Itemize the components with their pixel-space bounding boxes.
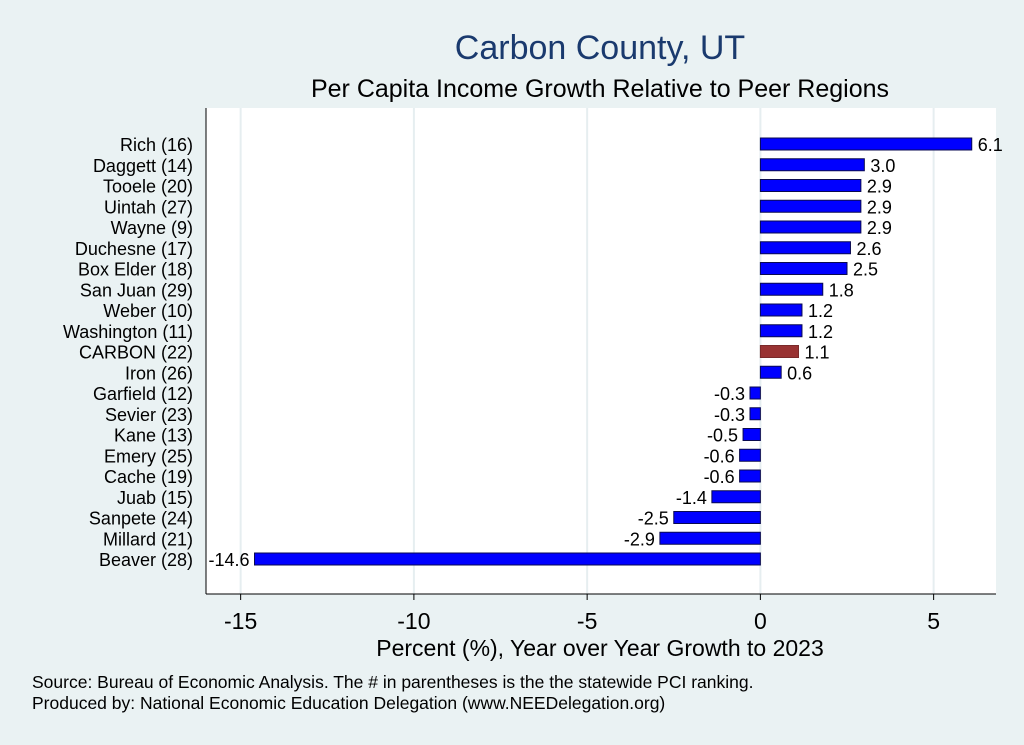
x-tick-label: -10 xyxy=(397,608,430,634)
bar xyxy=(759,241,851,255)
category-label: Sevier (23) xyxy=(105,405,193,425)
category-label: Beaver (28) xyxy=(99,550,193,570)
category-label: Daggett (14) xyxy=(93,156,193,176)
bar xyxy=(739,448,761,462)
category-label: Emery (25) xyxy=(104,446,193,466)
category-label: Sanpete (24) xyxy=(89,509,193,529)
bar xyxy=(673,511,761,524)
value-label: 6.1 xyxy=(978,135,1003,155)
bar xyxy=(254,552,761,566)
value-label: -14.6 xyxy=(208,550,249,570)
value-label: 2.6 xyxy=(856,239,881,259)
category-label: Rich (16) xyxy=(120,135,193,155)
bar xyxy=(759,303,803,317)
bar xyxy=(659,531,761,545)
x-tick-label: -15 xyxy=(224,608,257,634)
category-label: Iron (26) xyxy=(125,363,193,383)
value-label: 1.1 xyxy=(805,343,830,363)
bar xyxy=(759,324,803,338)
x-tick-label: 5 xyxy=(927,608,940,634)
chart-svg: Carbon County, UT Per Capita Income Growt… xyxy=(63,29,1003,661)
category-label: Tooele (20) xyxy=(103,177,193,197)
category-label: Uintah (27) xyxy=(104,197,193,217)
bar xyxy=(711,490,761,504)
value-label: 3.0 xyxy=(870,156,895,176)
chart-subtitle: Per Capita Income Growth Relative to Pee… xyxy=(311,75,889,103)
category-label: Juab (15) xyxy=(117,488,193,508)
source-note: Source: Bureau of Economic Analysis. The… xyxy=(32,672,754,692)
category-label: Wayne (9) xyxy=(111,218,193,238)
value-label: -0.3 xyxy=(714,405,745,425)
value-label: 2.5 xyxy=(853,260,878,280)
category-label: San Juan (29) xyxy=(80,280,193,300)
value-label: -2.5 xyxy=(638,509,669,529)
value-label: 1.2 xyxy=(808,301,833,321)
bar xyxy=(759,282,824,296)
category-label: Duchesne (17) xyxy=(75,239,193,259)
bar xyxy=(742,428,761,441)
x-axis-title: Percent (%), Year over Year Growth to 20… xyxy=(376,635,824,661)
value-label: 2.9 xyxy=(867,197,892,217)
category-label: Cache (19) xyxy=(104,467,193,487)
bar xyxy=(739,469,761,483)
bar xyxy=(759,365,782,379)
x-tick-label: 0 xyxy=(754,608,767,634)
bar xyxy=(759,179,862,192)
category-label: Washington (11) xyxy=(63,322,193,342)
value-label: 1.2 xyxy=(808,322,833,342)
bar xyxy=(759,199,862,213)
value-label: 1.8 xyxy=(829,280,854,300)
category-label: Kane (13) xyxy=(114,426,193,446)
value-label: -0.5 xyxy=(707,426,738,446)
bar xyxy=(749,407,761,421)
chart-footer: Source: Bureau of Economic Analysis. The… xyxy=(32,672,753,714)
chart-title: Carbon County, UT xyxy=(455,29,745,67)
bar xyxy=(759,137,973,151)
bar xyxy=(759,345,800,358)
category-label: Box Elder (18) xyxy=(78,260,193,280)
category-label: Millard (21) xyxy=(103,529,193,549)
value-label: 2.9 xyxy=(867,218,892,238)
bar xyxy=(749,386,761,400)
value-label: -0.3 xyxy=(714,384,745,404)
category-label: Weber (10) xyxy=(103,301,193,321)
value-label: -0.6 xyxy=(704,467,735,487)
value-label: 0.6 xyxy=(787,363,812,383)
value-label: -1.4 xyxy=(676,488,707,508)
bar xyxy=(759,158,865,172)
x-tick-label: -5 xyxy=(577,608,597,634)
produced-by-note: Produced by: National Economic Education… xyxy=(32,693,666,713)
category-label: Garfield (12) xyxy=(93,384,193,404)
bar xyxy=(759,262,848,275)
bar xyxy=(759,220,862,234)
plot-area xyxy=(206,108,996,594)
value-label: -0.6 xyxy=(704,446,735,466)
value-label: 2.9 xyxy=(867,177,892,197)
category-label: CARBON (22) xyxy=(79,343,193,363)
value-label: -2.9 xyxy=(624,529,655,549)
